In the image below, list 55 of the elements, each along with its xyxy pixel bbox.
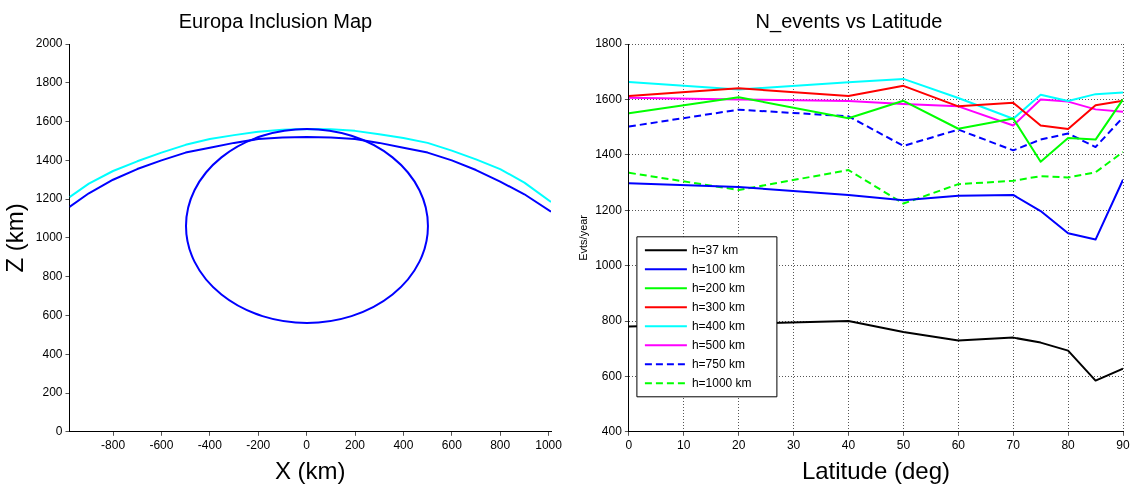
line-series	[628, 108, 1123, 152]
y-tick-label: 600	[601, 368, 623, 383]
x-tick-label: 80	[1061, 438, 1076, 453]
x-tick-label: 60	[951, 438, 966, 453]
x-tick-label: 600	[441, 438, 463, 453]
y-tick-label: 600	[42, 307, 63, 322]
legend-label: h=37 km	[691, 242, 739, 257]
legend-label: h=500 km	[691, 337, 745, 352]
y-axis-title: Evts/year	[576, 214, 589, 261]
line-series	[628, 151, 1123, 205]
legend-label: h=750 km	[691, 356, 745, 371]
y-tick-label: 200	[42, 385, 63, 400]
x-tick-label: 800	[490, 438, 511, 453]
x-tick-label: 1000	[535, 438, 563, 453]
y-tick-label: 400	[42, 346, 63, 361]
legend-label: h=200 km	[691, 280, 745, 295]
y-tick-label: 1200	[595, 202, 623, 217]
x-tick-label: 40	[841, 438, 856, 453]
y-tick-label: 1400	[35, 152, 63, 167]
y-tick-label: 400	[601, 424, 623, 439]
y-axis-title: Z (km)	[1, 203, 29, 273]
x-tick-label: -400	[197, 438, 223, 453]
chart-title: Europa Inclusion Map	[178, 9, 373, 32]
y-tick-label: 1400	[595, 147, 623, 162]
x-tick-label: -600	[149, 438, 174, 453]
legend-label: h=400 km	[691, 318, 745, 333]
x-tick-label: 0	[625, 438, 633, 453]
y-tick-label: 1800	[35, 75, 63, 90]
x-tick-label: 400	[393, 438, 414, 453]
legend-label: h=100 km	[691, 261, 745, 276]
x-tick-label: 70	[1006, 438, 1021, 453]
y-tick-label: 1200	[35, 191, 63, 206]
y-tick-label: 800	[601, 313, 623, 328]
x-tick-label: 90	[1116, 438, 1130, 453]
y-tick-label: 0	[55, 424, 63, 439]
x-tick-label: -200	[246, 438, 271, 453]
x-tick-label: 50	[896, 438, 911, 453]
x-tick-label: 0	[303, 438, 311, 453]
chart-title: N_events vs Latitude	[755, 9, 943, 33]
y-tick-label: 1000	[595, 257, 623, 272]
y-tick-label: 1600	[35, 113, 63, 128]
legend-label: h=300 km	[691, 299, 745, 314]
legend-label: h=1000 km	[691, 375, 752, 390]
y-tick-label: 1000	[35, 230, 63, 245]
x-tick-label: -800	[101, 438, 126, 453]
x-axis-title: X (km)	[274, 457, 346, 485]
x-tick-label: 20	[732, 438, 746, 453]
x-tick-label: 200	[345, 438, 366, 453]
y-tick-label: 1600	[595, 91, 623, 106]
x-axis-title: Latitude (deg)	[801, 457, 950, 485]
y-tick-label: 1800	[595, 36, 623, 51]
x-tick-label: 10	[677, 438, 691, 453]
y-tick-label: 800	[42, 268, 63, 283]
y-tick-label: 2000	[35, 36, 63, 51]
x-tick-label: 30	[786, 438, 801, 453]
